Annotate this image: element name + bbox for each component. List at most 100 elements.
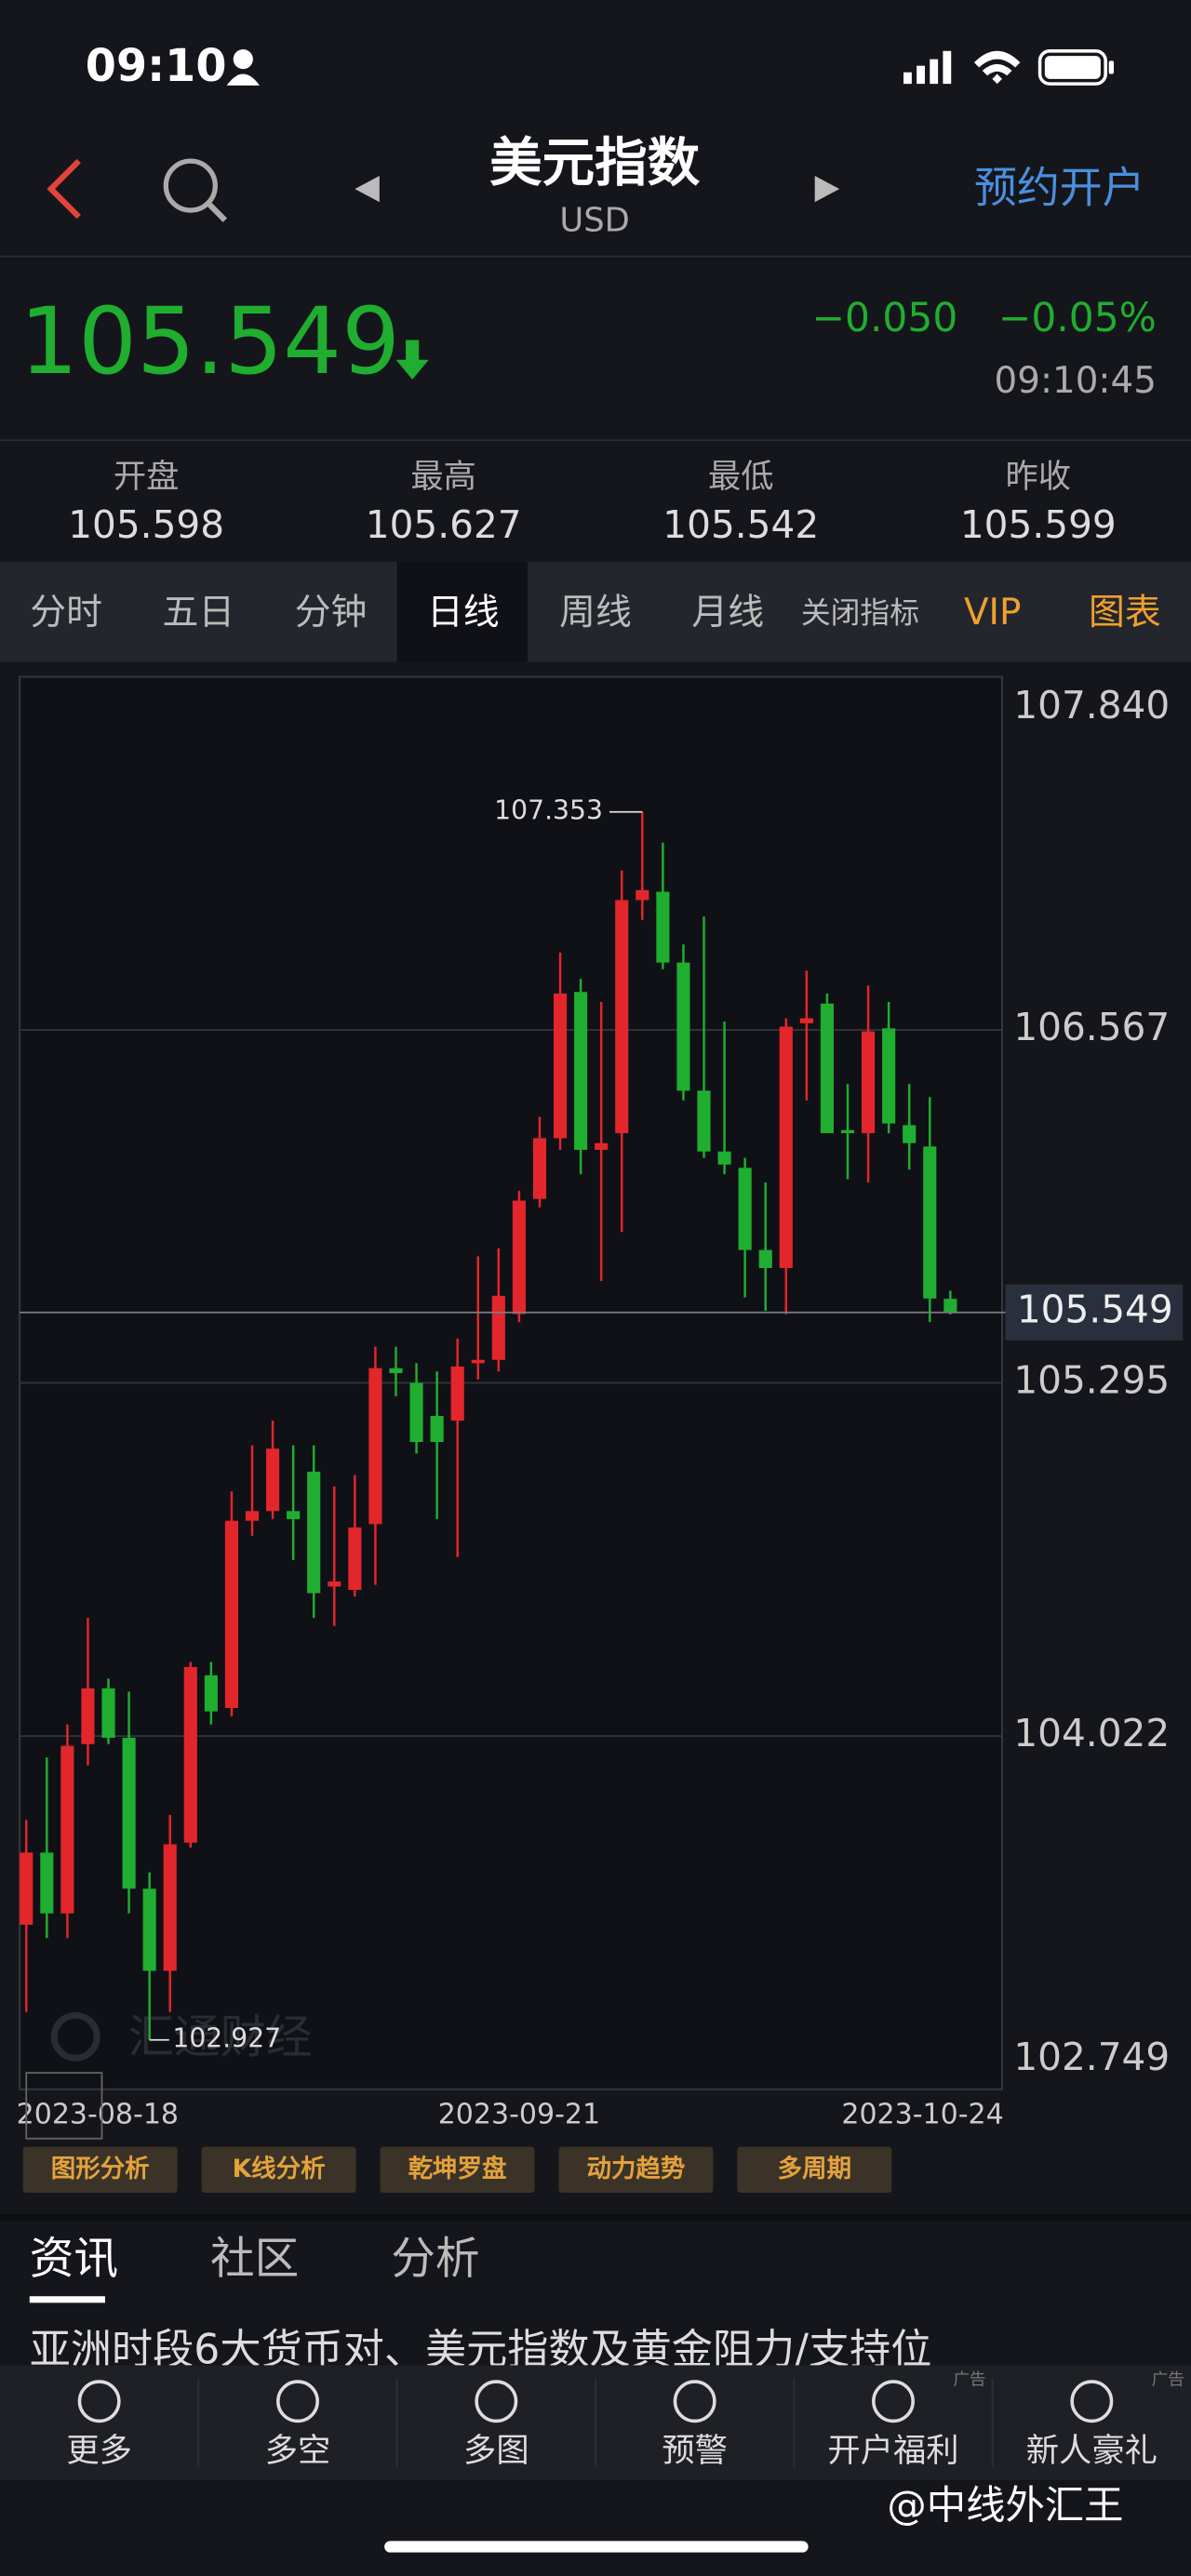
max-label: 107.353 [494,795,603,826]
y-tick-label: 102.749 [1013,2035,1170,2079]
title: 美元指数 [489,133,700,194]
stat-value: 105.598 [68,502,224,547]
tab-label[interactable]: 图表 [1089,592,1161,634]
change: −0.050 [812,295,958,340]
tab[interactable] [132,561,263,662]
stats: 开盘 105.598 最高 105.627 最低 105.542 昨收 105.599 [68,458,1117,547]
indicators: 图形分析 K线分析 乾坤罗盘 动力趋势 多周期 [22,2146,892,2194]
indicator-button[interactable] [201,2146,356,2194]
watermark: 汇通财经 [128,2009,313,2063]
candle-body [656,891,670,963]
tab[interactable] [0,561,131,662]
news-tab[interactable]: 资讯 [30,2234,118,2285]
news-tab[interactable]: 分析 [391,2234,479,2285]
tab[interactable] [662,561,793,662]
tab-label[interactable]: 关闭指标 [801,596,919,630]
nav-icon[interactable] [475,2380,518,2423]
last-price-label: 105.549 [1017,1288,1173,1332]
tab-label[interactable]: 分时 [30,592,102,634]
nav-icon[interactable] [1070,2380,1114,2423]
nav-icon[interactable] [872,2380,915,2423]
tab[interactable] [1058,561,1190,662]
search-button[interactable] [163,158,228,222]
candle-body [245,1511,260,1521]
candle-body [163,1844,177,1971]
candle-body [636,889,649,901]
nav-label[interactable]: 更多 [66,2432,132,2470]
indicator-label[interactable]: 多周期 [778,2155,851,2183]
prev-button[interactable] [355,175,380,203]
tab-label[interactable]: 分钟 [295,592,368,634]
tab[interactable] [794,561,925,662]
tab-label[interactable]: 日线 [427,592,500,634]
nav-label[interactable]: 多空 [265,2432,331,2470]
indicator-label[interactable]: K线分析 [233,2155,326,2183]
tab-label[interactable]: 五日 [162,592,234,634]
candle-body [409,1382,423,1443]
candle-body [553,994,568,1139]
indicator-button[interactable] [380,2146,535,2194]
candle-body [923,1146,937,1299]
tab[interactable] [264,561,395,662]
candle-body [122,1737,136,1889]
candle-body [738,1168,752,1250]
candle-body [697,1090,711,1152]
price: 105.549 [20,288,400,395]
tab-label[interactable]: 周线 [559,592,632,634]
home-indicator [384,2541,809,2553]
nav-label[interactable]: 预警 [662,2432,728,2470]
next-button[interactable] [814,175,840,203]
nav-label[interactable]: 开户福利 [827,2432,958,2470]
indicator-button[interactable] [22,2146,178,2194]
indicator-label[interactable]: 图形分析 [51,2155,150,2183]
candle-body [81,1688,95,1744]
subtitle: USD [559,201,629,239]
news-tab[interactable]: 社区 [210,2234,299,2285]
ad-label: 广告 [953,2369,985,2389]
quote-time: 09:10:45 [995,360,1157,402]
divider [0,2213,1191,2222]
nav-icon[interactable] [673,2380,716,2423]
stat-label: 开盘 [114,458,180,496]
candle-body [758,1249,772,1269]
credit: @中线外汇王 [887,2483,1123,2529]
candle-body [595,1142,609,1150]
candle-body [820,1003,834,1134]
y-tick-label: 107.840 [1013,683,1170,727]
tab[interactable] [396,561,529,662]
tab[interactable] [529,561,661,662]
status-icons [226,49,1115,86]
nav-label[interactable]: 新人豪礼 [1026,2432,1158,2470]
y-tick-label: 104.022 [1013,1711,1170,1755]
candle-body [532,1138,547,1199]
indicator-label[interactable]: 动力趋势 [586,2155,685,2183]
tab-label[interactable]: 月线 [691,592,764,634]
back-button[interactable] [47,158,81,220]
candle-body [389,1368,403,1374]
stat-label: 昨收 [1006,458,1072,496]
candle-body [348,1527,362,1590]
candle-body [40,1852,54,1914]
nav-icon[interactable] [77,2380,121,2423]
candle-body [840,1129,855,1134]
candle-body [142,1889,156,1971]
indicator-button[interactable] [558,2146,714,2194]
x-tick-label: 2023-10-24 [841,2099,1003,2131]
tab-label[interactable]: VIP [964,592,1021,634]
candle-body [943,1299,957,1313]
candle-body [307,1471,321,1594]
min-label: 102.927 [172,2023,281,2054]
nav-icon[interactable] [276,2380,319,2423]
candle-body [60,1745,74,1914]
candle-body [512,1200,526,1315]
tool-icon[interactable] [25,2072,103,2140]
stat-value: 105.599 [960,502,1117,547]
indicator-button[interactable] [737,2146,892,2194]
open-account[interactable]: 预约开户 [974,162,1145,212]
nav-label[interactable]: 多图 [463,2432,529,2470]
tab[interactable] [926,561,1058,662]
change-pct: −0.05% [998,295,1157,340]
indicator-label[interactable]: 乾坤罗盘 [408,2155,507,2183]
chart: 102.749 104.022 105.295 106.567 107.840 2023-… [17,675,1184,2131]
